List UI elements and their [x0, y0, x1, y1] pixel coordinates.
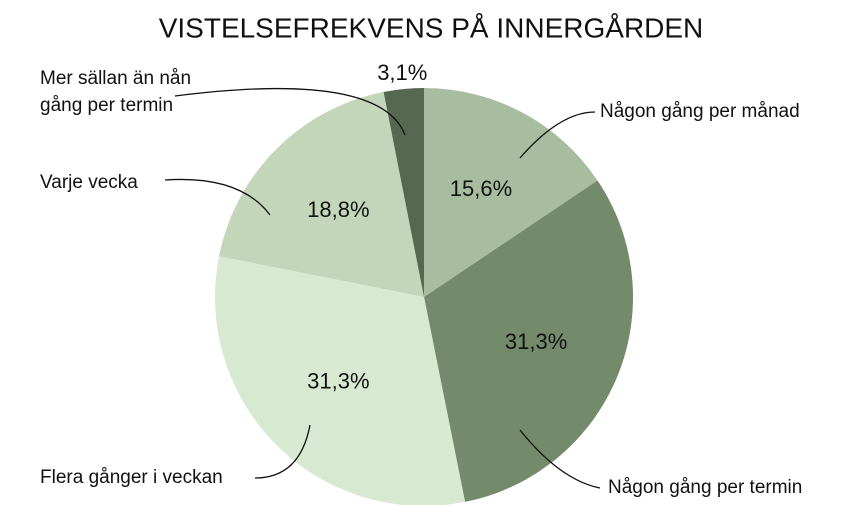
category-label: Någon gång per månad: [600, 101, 800, 122]
pie-slice: [383, 88, 424, 297]
leader-line: [254, 424, 311, 479]
pie-slice: [424, 180, 633, 502]
chart-title: VISTELSEFREKVENS PÅ INNERGÅRDEN: [159, 12, 704, 43]
pie-slice: [219, 91, 424, 297]
pie-slice: [424, 88, 598, 297]
leader-line: [519, 429, 601, 489]
leader-lines: [164, 87, 601, 489]
value-label: 15,6%: [450, 176, 512, 201]
category-label: Varje vecka: [40, 172, 138, 193]
pie-slice: [215, 256, 466, 505]
leader-line: [174, 87, 406, 136]
category-label: Någon gång per termin: [608, 477, 803, 498]
value-label: 31,3%: [505, 329, 567, 354]
leader-line: [164, 178, 271, 216]
leader-line: [519, 111, 596, 159]
category-label: Mer sällan än nån gång per termin: [40, 68, 192, 116]
value-label: 3,1%: [377, 60, 427, 85]
category-label: Flera gånger i veckan: [40, 467, 223, 488]
value-label: 31,3%: [307, 369, 369, 394]
value-label: 18,8%: [307, 197, 369, 222]
